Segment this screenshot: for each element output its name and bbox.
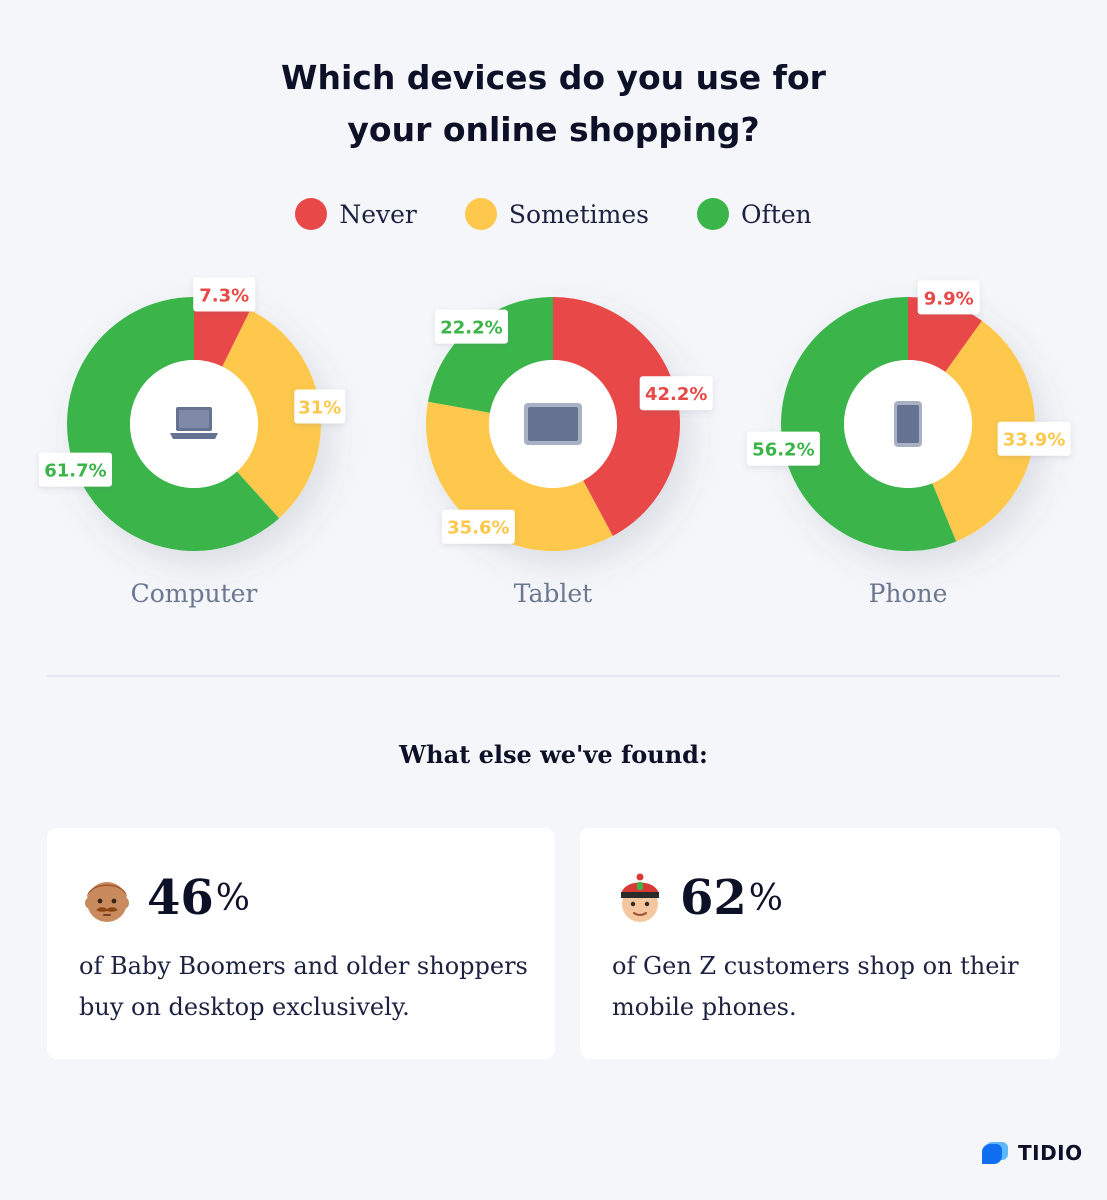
data-label-never: 42.2%: [639, 376, 713, 411]
data-label-often: 61.7%: [38, 452, 112, 487]
data-label-box: [746, 431, 820, 466]
legend-swatch-never: [295, 198, 328, 230]
slice-often: [67, 297, 280, 551]
data-label-text: 56.2%: [752, 440, 814, 461]
data-label-text: 22.2%: [440, 318, 502, 339]
chart-title: Which devices do you use for your online…: [0, 52, 1107, 156]
slice-sometimes: [222, 310, 321, 519]
laptop-icon: [170, 407, 218, 439]
brand-name: TIDIO: [1018, 1141, 1083, 1165]
data-label-text: 31%: [298, 398, 341, 419]
finding-card-baby-boomers: 46 % of Baby Boomers and older shoppers …: [47, 828, 555, 1059]
finding-stat-row: 46 %: [81, 870, 250, 926]
finding-unit: %: [215, 877, 251, 919]
legend-label-often: Often: [740, 199, 812, 229]
slice-never: [908, 297, 982, 372]
data-label-sometimes: 33.9%: [997, 421, 1071, 456]
title-line-2: your online shopping?: [347, 110, 760, 149]
legend-item-often: Often: [696, 198, 812, 230]
legend-item-never: Never: [295, 198, 417, 230]
donut-chart-computer: 7.3% 31% 61.7% Computer: [38, 277, 346, 608]
finding-value: 46: [147, 870, 214, 926]
slice-often: [427, 297, 553, 413]
tidio-logo-icon: [982, 1142, 1008, 1164]
findings-heading: What else we've found:: [399, 740, 708, 769]
donut-charts: 7.3% 31% 61.7% Computer 42.2% 35.6% 22.2% Table…: [38, 277, 1071, 608]
brand: TIDIO: [980, 1138, 1083, 1168]
slice-often: [781, 297, 957, 551]
section-divider: [47, 675, 1060, 677]
data-label-text: 42.2%: [645, 384, 707, 405]
young-person-emoji-icon: [621, 873, 659, 922]
chart-category-label: Computer: [131, 579, 258, 608]
finding-value: 62: [680, 870, 747, 926]
data-label-box: [193, 277, 256, 312]
data-label-sometimes: 35.6%: [441, 509, 515, 544]
slice-never: [553, 297, 680, 537]
finding-unit: %: [748, 877, 784, 919]
legend-item-sometimes: Sometimes: [464, 198, 649, 230]
slice-sometimes: [932, 320, 1035, 542]
legend-label-sometimes: Sometimes: [508, 199, 649, 229]
data-label-text: 35.6%: [447, 518, 509, 539]
data-label-box: [441, 509, 515, 544]
chart-category-label: Phone: [869, 579, 948, 608]
data-label-box: [997, 421, 1071, 456]
data-label-often: 22.2%: [434, 309, 508, 344]
data-label-box: [38, 452, 112, 487]
finding-text: of Baby Boomers and older shoppers buy o…: [79, 952, 528, 1021]
data-label-text: 7.3%: [199, 285, 249, 306]
data-label-box: [294, 389, 346, 424]
data-label-never: 9.9%: [917, 280, 980, 315]
legend: Never Sometimes Often: [0, 198, 1107, 230]
donut-chart-tablet: 42.2% 35.6% 22.2% Tablet: [425, 297, 713, 608]
tablet-icon: [524, 403, 582, 445]
chart-category-label: Tablet: [514, 579, 592, 608]
legend-swatch-sometimes: [464, 198, 497, 230]
finding-card-gen-z: 62 % of Gen Z customers shop on their mo…: [580, 828, 1060, 1059]
data-label-text: 61.7%: [44, 461, 106, 482]
older-man-emoji-icon: [85, 882, 129, 922]
data-label-text: 9.9%: [924, 288, 974, 309]
data-label-box: [639, 376, 713, 411]
phone-icon: [894, 401, 922, 447]
data-label-often: 56.2%: [746, 431, 820, 466]
data-label-text: 33.9%: [1003, 430, 1065, 451]
data-label-box: [434, 309, 508, 344]
legend-label-never: Never: [339, 199, 417, 229]
data-label-never: 7.3%: [193, 277, 256, 312]
legend-swatch-often: [696, 198, 729, 230]
finding-stat-row: 62 %: [614, 870, 783, 926]
finding-text: of Gen Z customers shop on their mobile …: [612, 952, 1019, 1021]
donut-chart-phone: 9.9% 33.9% 56.2% Phone: [746, 280, 1071, 608]
title-line-1: Which devices do you use for: [281, 58, 826, 97]
data-label-sometimes: 31%: [294, 389, 346, 424]
slice-never: [194, 297, 251, 367]
data-label-box: [917, 280, 980, 315]
